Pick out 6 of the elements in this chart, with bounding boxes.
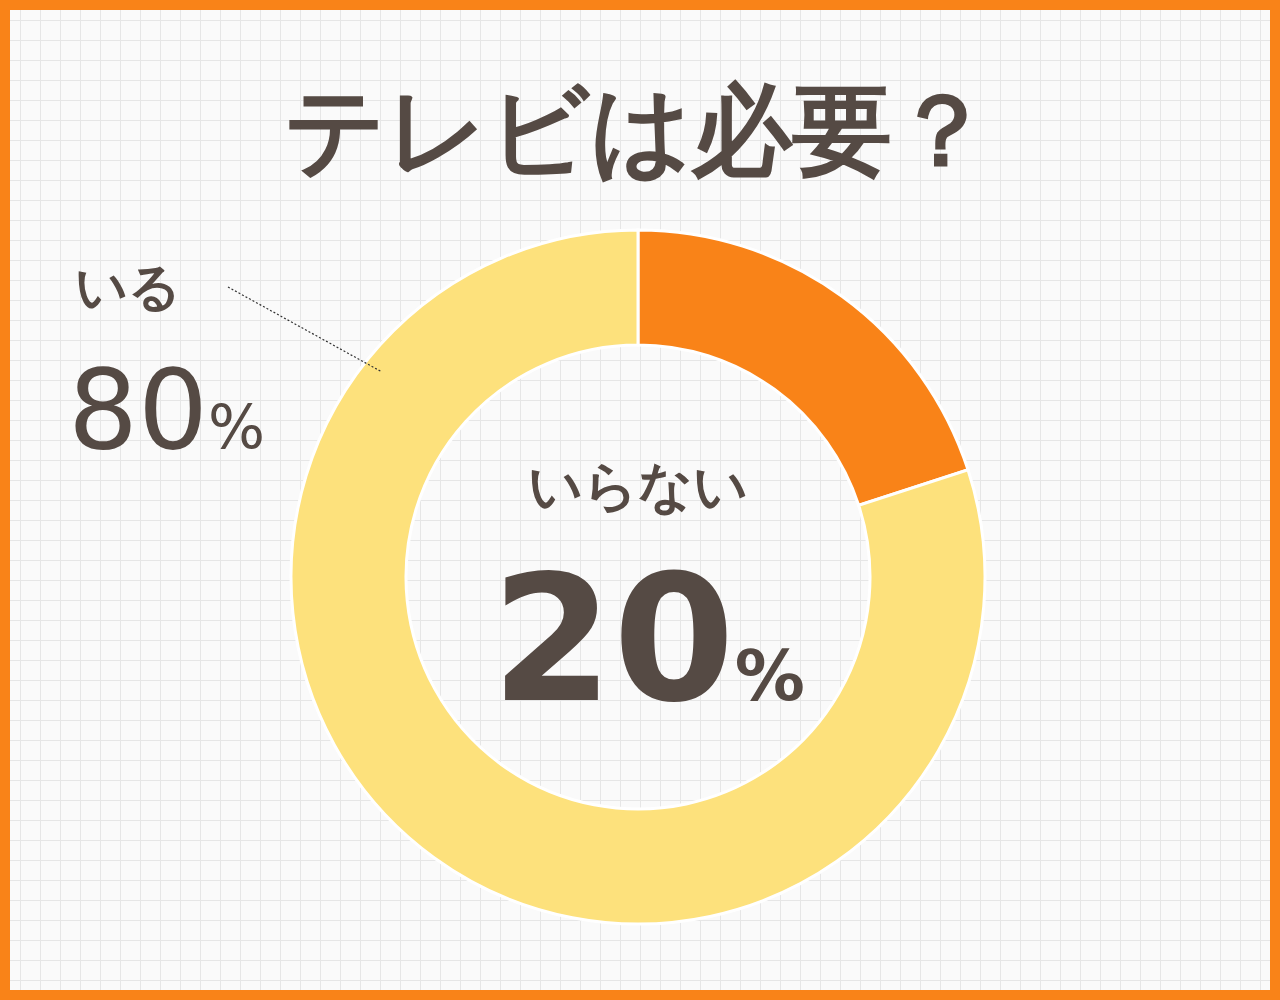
slice-label: いらない xyxy=(528,455,748,518)
chart-title: テレビは必要？ xyxy=(284,72,992,189)
data-label: 20% xyxy=(491,538,805,741)
donut-slice xyxy=(289,228,986,926)
data-label: 80% xyxy=(68,346,265,474)
slice-label: いる xyxy=(75,257,181,317)
